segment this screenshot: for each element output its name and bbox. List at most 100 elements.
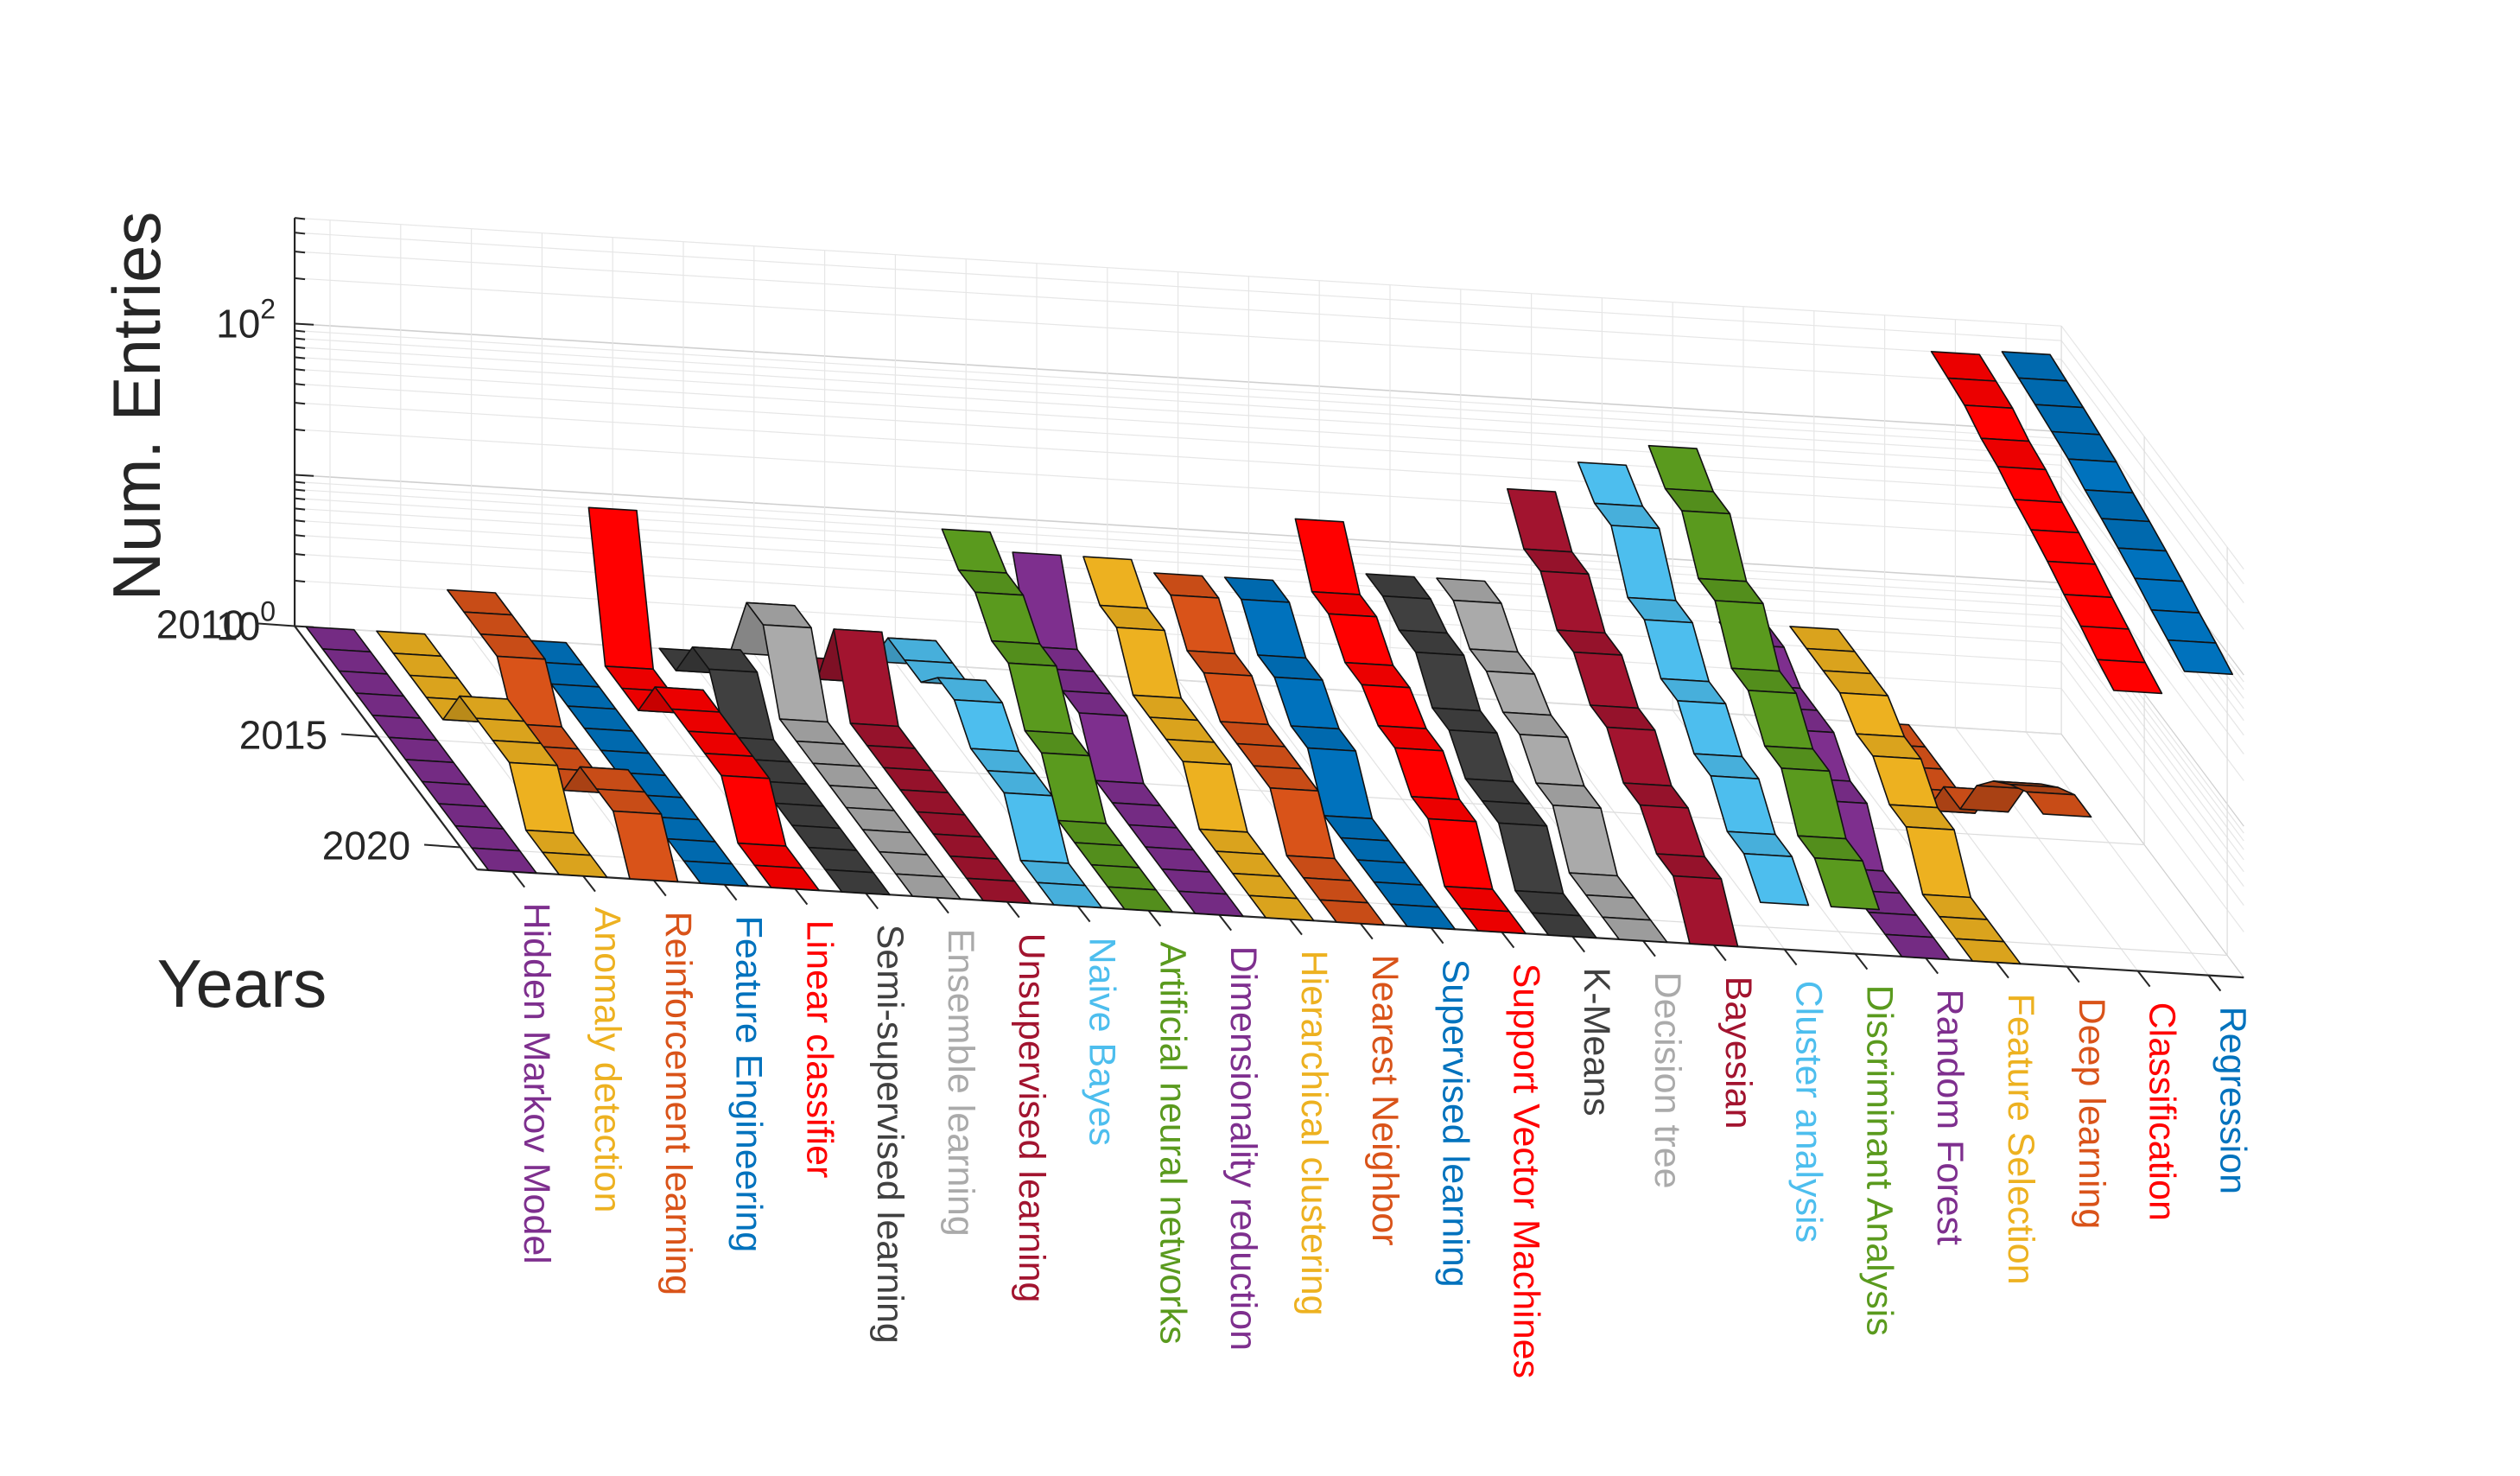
series-axis-tick [865,892,879,910]
ribbon-segment [1398,629,1465,657]
ribbon-segment [2079,625,2146,664]
ribbon-segment [1714,600,1781,672]
ribbon-segment [682,860,750,888]
z-axis-tick [294,356,306,359]
ribbon-layer [305,350,2233,965]
series-axis-tick [1076,905,1091,923]
series-axis-tick [1501,931,1515,949]
series-axis-tick [794,888,809,906]
ribbon-segment [1930,350,1997,382]
series-axis-tick [1642,939,1656,957]
ribbon-segment [753,864,821,892]
ribbon-segment [1290,725,1356,752]
ribbon-segment [1577,461,1644,507]
ribbon-segment [1182,760,1248,833]
ribbon-segment [1460,907,1527,935]
ribbon-segment [1057,819,1124,847]
z-axis-tick [294,488,306,492]
ribbon-segment [1236,742,1303,770]
ribbon-segment [987,769,1053,797]
ribbon-segment [1980,437,2047,471]
side-wall-gridline [2060,615,2244,861]
ribbon-segment [1165,738,1232,766]
ribbon-segment [1627,596,1693,624]
ribbon-segment [1498,822,1565,894]
ribbon-segment [970,748,1037,775]
series-axis-tick [1571,935,1585,953]
ribbon-segment [1502,711,1569,739]
side-wall-gridline [2060,359,2244,603]
series-axis-tick [1854,952,1869,970]
ribbon-segment [966,877,1032,905]
ribbon-segment [1673,875,1739,948]
y-axis-title: Years [157,945,327,1021]
ribbon-segment [1082,556,1149,609]
series-tick-label: Nearest Neighbor [1364,955,1406,1246]
year-axis-line [294,625,479,870]
ribbon-segment [1535,782,1602,810]
series-tick-label: Feature Engineering [728,916,770,1253]
z-axis-tick [294,277,306,281]
ribbon-segment [1964,404,2030,442]
ribbon-segment [1328,613,1394,666]
ribbon-segment [2017,377,2085,409]
ribbon-segment [1024,729,1090,757]
ribbon-segment [762,624,829,723]
floor-gridline [1954,727,2139,971]
ribbon-segment [1660,678,1727,705]
series-tick-label: Artificial neural networks [1152,942,1193,1345]
series-axis-tick [2066,965,2080,983]
ribbon-segment [1681,510,1748,582]
ribbon-segment [1145,846,1211,873]
ribbon-segment [1111,802,1177,829]
ribbon-segment [1177,890,1244,918]
z-axis-tick [294,534,306,538]
ribbon-segment [1622,782,1689,809]
ribbon-segment [1115,627,1182,699]
ribbon-segment [1132,694,1199,722]
series-tick-label: Deep learning [2071,998,2112,1230]
z-axis-tick [294,329,306,333]
ribbon-segment [1822,670,1888,697]
ribbon-segment [790,824,858,851]
ribbon-segment [1319,899,1386,926]
ribbon-segment [1257,654,1323,681]
ribbon-segment [1726,830,1793,858]
year-tick-label: 2015 [239,713,327,758]
ribbon-segment [1107,886,1173,913]
ribbon-segment [392,652,459,679]
ribbon-segment [1036,881,1103,909]
series-axis-tick [1147,909,1162,927]
ribbon-segment [845,806,911,834]
ribbon-segment [1198,828,1265,856]
ribbon-segment [899,789,966,816]
series-tick-label: Decision tree [1647,972,1688,1189]
ribbon-segment [1186,650,1253,677]
ribbon-segment [957,569,1025,596]
ribbon-segment [1742,852,1810,907]
ribbon-segment [1241,598,1307,659]
ribbon-segment [1664,487,1731,515]
series-tick-label: Unsupervised learning [1011,933,1052,1303]
series-tick-label: Bayesian [1717,977,1759,1129]
ribbon-segment [1539,570,1606,634]
ribbon-segment [1806,647,1872,675]
z-axis-tick [294,579,306,583]
ribbon-segment [1431,707,1498,735]
ribbon-segment [1415,651,1482,712]
z-axis-tick [294,346,306,349]
ribbon-segment [1996,466,2063,504]
ribbon-segment [1285,855,1352,881]
ribbon-segment [1552,804,1618,877]
series-tick-label: Anomaly detection [587,907,628,1213]
ribbon-segment [479,633,546,660]
ribbon-segment [567,705,633,732]
series-axis-tick [582,875,596,893]
ribbon-segment [1294,518,1361,595]
ribbon-segment [1219,721,1286,748]
year-axis-tick [341,733,378,738]
ribbon-segment [1568,872,1635,899]
label-layer: Num. Entries Years Hidden Markov Model An… [98,212,2253,1378]
ribbon-segment [1884,933,1951,961]
